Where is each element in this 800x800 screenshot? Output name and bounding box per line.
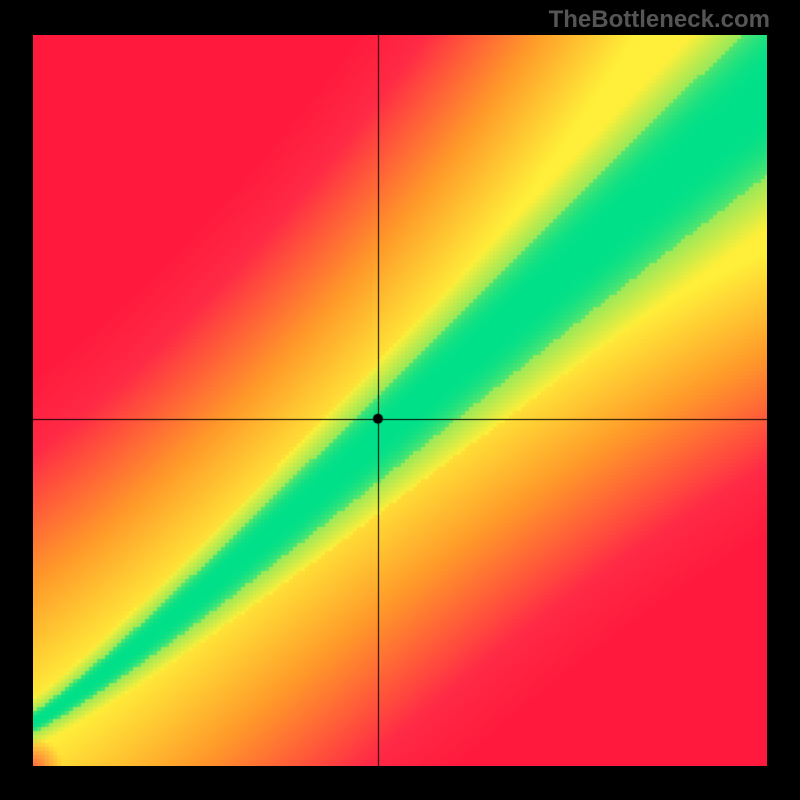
crosshair-overlay — [33, 35, 767, 766]
watermark-text: TheBottleneck.com — [549, 6, 770, 34]
chart-stage: TheBottleneck.com — [0, 0, 800, 800]
